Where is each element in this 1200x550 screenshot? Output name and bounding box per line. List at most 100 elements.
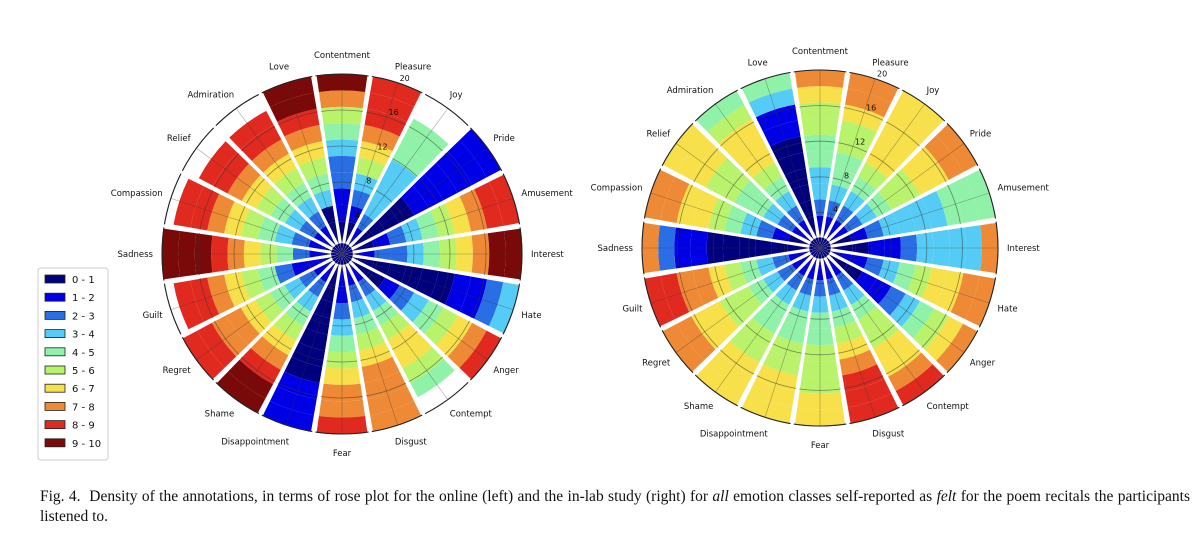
band-love-6 (770, 136, 804, 161)
band-contentment-6 (325, 139, 359, 157)
figure-caption: Fig. 4. Density of the annotations, in t… (40, 487, 1190, 527)
legend-label: 6 - 7 (72, 384, 95, 395)
band-guilt-8 (676, 270, 704, 313)
band-hate-9 (950, 273, 980, 320)
band-joy-3 (363, 199, 385, 222)
band-disgust-10 (847, 393, 899, 424)
band-fear-8 (321, 383, 363, 402)
figure: 4 8 12 16 20 Interest Amusement Pride Joy Pleasur… (37, 47, 1050, 461)
band-disappointment-10 (741, 393, 793, 424)
wedge-pleasure (342, 76, 422, 254)
band-sadness-4 (739, 236, 756, 260)
grid-spoke (819, 247, 965, 353)
category-label-compassion: Compassion (591, 184, 643, 194)
band-fear-9 (797, 392, 843, 410)
legend-entry-1: 1 - 2 (44, 292, 95, 304)
band-joy-9 (888, 104, 933, 144)
grid-spoke (341, 253, 449, 400)
band-regret-2 (298, 269, 319, 289)
band-anger-1 (353, 261, 371, 277)
legend-entry-8: 8 - 9 (44, 420, 95, 432)
band-contentment-6 (804, 134, 836, 152)
band-pride-5 (400, 185, 429, 216)
band-relief-10 (662, 124, 704, 173)
band-anger-7 (901, 301, 935, 339)
band-regret-1 (791, 255, 809, 271)
band-pleasure-6 (358, 141, 393, 166)
band-contempt-4 (372, 300, 399, 326)
category-label-contempt: Contempt (927, 402, 970, 412)
band-regret-9 (676, 316, 716, 361)
wedge-contempt (820, 248, 944, 406)
band-contentment-8 (799, 102, 841, 120)
band-pride-5 (878, 180, 906, 211)
band-joy-7 (392, 145, 428, 178)
wedge-gap (820, 69, 850, 238)
band-contentment-4 (808, 167, 832, 184)
band-disappointment-4 (784, 306, 809, 328)
legend: 0 - 1 1 - 2 2 - 3 3 - 4 4 - 5 5 - 6 6 - 7 7 - 8… (37, 267, 109, 461)
band-admiration-0 (808, 233, 820, 248)
wedge-contempt (342, 254, 455, 398)
radial-tick-label: 4 (833, 205, 838, 214)
band-contempt-3 (364, 288, 388, 312)
band-shame-7 (729, 329, 767, 363)
band-pride-0 (342, 242, 357, 254)
band-admiration-2 (308, 211, 327, 231)
band-interest-4 (406, 242, 424, 266)
legend-entry-2: 2 - 3 (44, 310, 95, 322)
rose-plot-online: 4 8 12 16 20 Interest Amusement Pride Joy Pleasur… (111, 51, 574, 459)
band-disappointment-6 (291, 342, 326, 367)
wedge-gap (161, 223, 332, 254)
band-pride-8 (436, 151, 473, 193)
category-label-regret: Regret (642, 359, 671, 369)
grid-spoke (341, 253, 514, 310)
band-anger-8 (912, 308, 949, 350)
band-sadness-5 (243, 240, 261, 268)
wedge-anger (820, 248, 978, 372)
band-pride-1 (353, 231, 371, 247)
band-anger-4 (866, 278, 892, 305)
band-anger-10 (936, 323, 978, 372)
category-label-disappointment: Disappointment (700, 430, 769, 440)
band-amusement-2 (371, 232, 391, 249)
band-disgust-9 (845, 378, 892, 408)
band-guilt-5 (724, 261, 748, 291)
grid-spoke (764, 78, 821, 249)
wedge-gap (641, 248, 810, 278)
band-hate-10 (488, 282, 520, 334)
band-anger-4 (389, 284, 415, 311)
band-contentment-3 (810, 183, 830, 200)
band-anger-2 (843, 263, 863, 282)
band-fear-2 (335, 286, 349, 304)
band-sadness-7 (690, 229, 708, 267)
band-contempt-5 (379, 312, 410, 340)
band-interest-10 (980, 222, 998, 274)
band-relief-4 (270, 197, 296, 224)
band-amusement-10 (488, 174, 520, 226)
band-interest-8 (471, 233, 490, 275)
wedge-regret (182, 254, 342, 380)
band-contempt-8 (402, 347, 444, 383)
category-label-interest: Interest (531, 250, 564, 260)
grid-spoke (341, 82, 398, 255)
band-disgust-8 (842, 364, 885, 392)
legend-swatch (44, 383, 66, 393)
band-pleasure-2 (825, 200, 842, 219)
wedge-gap (641, 218, 810, 248)
grid-spoke (341, 253, 488, 361)
band-contentment-10 (794, 70, 846, 88)
grid-spoke (650, 247, 821, 304)
band-sadness-10 (642, 222, 660, 274)
grid-ring (197, 109, 487, 399)
band-amusement-4 (400, 218, 423, 243)
band-contentment-7 (323, 123, 361, 141)
grid-spoke (235, 253, 343, 400)
band-admiration-2 (786, 205, 805, 225)
wedge-gap (179, 169, 334, 251)
band-amusement-8 (459, 189, 488, 232)
band-pleasure-7 (361, 125, 400, 152)
band-contentment-7 (801, 118, 839, 136)
category-label-relief: Relief (167, 134, 192, 144)
band-amusement-10 (965, 169, 996, 221)
